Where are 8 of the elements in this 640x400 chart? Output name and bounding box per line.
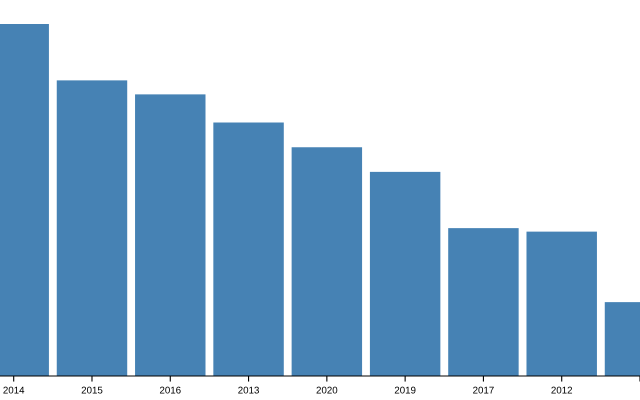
x-tick-label: 2017 — [473, 386, 494, 394]
x-tick-label: 2015 — [82, 386, 102, 394]
x-tick-label: 2016 — [160, 386, 181, 394]
x-tick-label: 2012 — [551, 386, 572, 394]
x-tick-label: 2013 — [238, 386, 259, 394]
x-tick-label: 2019 — [394, 386, 416, 394]
x-tick-label: 2014 — [3, 386, 24, 394]
x-tick-label: 2020 — [316, 386, 338, 394]
